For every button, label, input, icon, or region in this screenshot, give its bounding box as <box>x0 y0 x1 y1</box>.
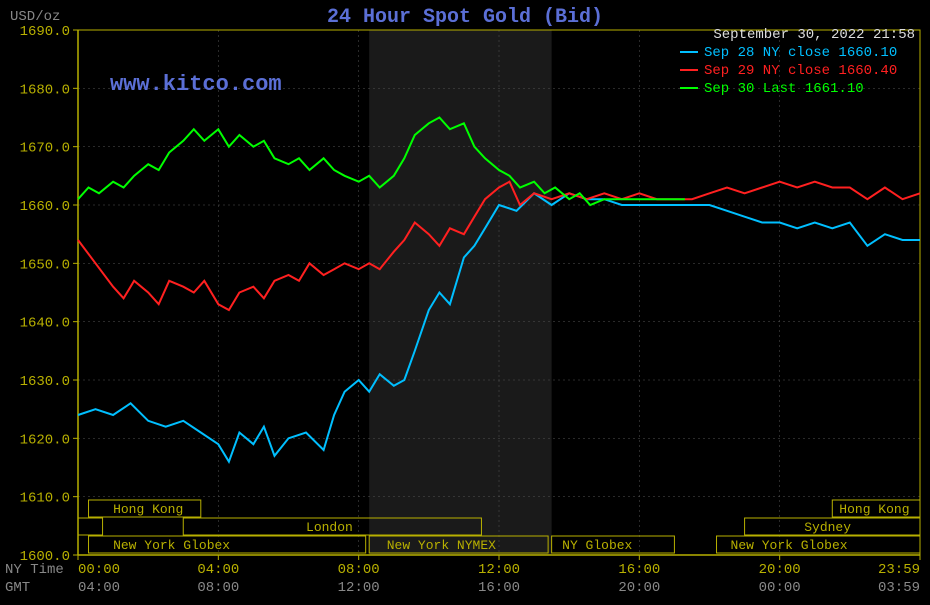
legend-item: Sep 29 NY close 1660.40 <box>704 63 897 79</box>
session-label: Hong Kong <box>113 502 183 517</box>
gmt-time-tick: 00:00 <box>759 580 801 596</box>
gmt-axis-label: GMT <box>5 580 30 596</box>
y-tick-label: 1680.0 <box>20 82 70 98</box>
ny-time-tick: 12:00 <box>478 562 520 578</box>
legend-item: Sep 30 Last 1661.10 <box>704 81 864 97</box>
y-tick-label: 1620.0 <box>20 432 70 448</box>
session-label: Sydney <box>804 520 851 535</box>
y-tick-label: 1630.0 <box>20 374 70 390</box>
chart-title: 24 Hour Spot Gold (Bid) <box>327 6 603 29</box>
gmt-time-tick: 08:00 <box>197 580 239 596</box>
gmt-time-tick: 03:59 <box>878 580 920 596</box>
ny-time-tick: 20:00 <box>759 562 801 578</box>
gold-price-chart: 1600.01610.01620.01630.01640.01650.01660… <box>0 0 930 605</box>
ny-time-tick: 08:00 <box>338 562 380 578</box>
session-label: New York Globex <box>113 538 230 553</box>
ny-time-tick: 04:00 <box>197 562 239 578</box>
legend-item: Sep 28 NY close 1660.10 <box>704 45 897 61</box>
ny-time-tick: 16:00 <box>618 562 660 578</box>
session-label: Hong Kong <box>839 502 909 517</box>
chart-timestamp: September 30, 2022 21:58 <box>713 27 915 43</box>
y-tick-label: 1640.0 <box>20 316 70 332</box>
chart-svg: 1600.01610.01620.01630.01640.01650.01660… <box>0 0 930 605</box>
ny-time-tick: 23:59 <box>878 562 920 578</box>
ny-time-axis-label: NY Time <box>5 562 64 578</box>
gmt-time-tick: 20:00 <box>618 580 660 596</box>
y-tick-label: 1650.0 <box>20 257 70 273</box>
y-tick-label: 1670.0 <box>20 141 70 157</box>
watermark: www.kitco.com <box>110 72 282 97</box>
ny-time-tick: 00:00 <box>78 562 120 578</box>
y-tick-label: 1690.0 <box>20 24 70 40</box>
session-label: London <box>306 520 353 535</box>
gmt-time-tick: 04:00 <box>78 580 120 596</box>
gmt-time-tick: 16:00 <box>478 580 520 596</box>
nymex-session-shade <box>369 30 551 555</box>
y-axis-unit: USD/oz <box>10 9 60 25</box>
session-label: New York NYMEX <box>387 538 496 553</box>
session-label: New York Globex <box>731 538 848 553</box>
y-tick-label: 1660.0 <box>20 199 70 215</box>
session-label: NY Globex <box>562 538 632 553</box>
gmt-time-tick: 12:00 <box>338 580 380 596</box>
y-tick-label: 1610.0 <box>20 491 70 507</box>
